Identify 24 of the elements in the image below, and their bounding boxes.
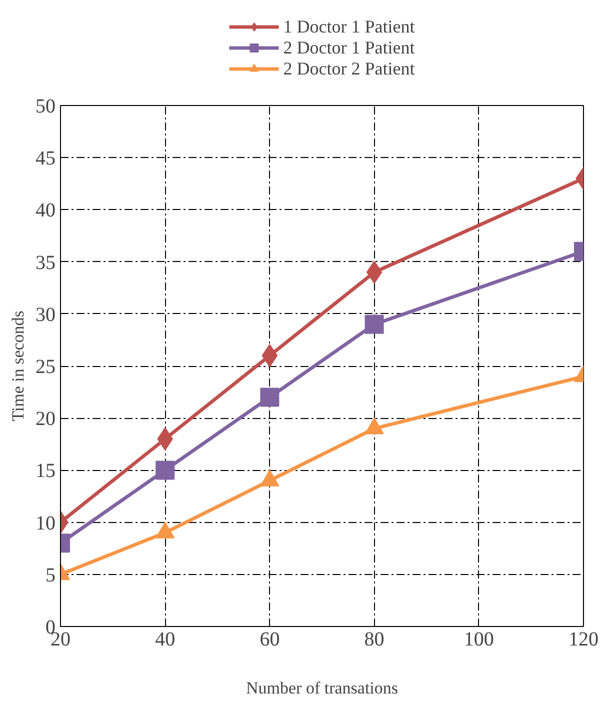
- x-tick-label: 60: [260, 628, 280, 650]
- y-tick-label: 35: [36, 252, 56, 274]
- x-tick-label: 40: [155, 628, 176, 650]
- legend-label: 2 Doctor 1 Patient: [283, 37, 415, 58]
- point: [262, 344, 278, 368]
- y-tick-label: 15: [36, 460, 56, 482]
- y-tick-label: 5: [46, 564, 56, 586]
- y-tick-label: 45: [36, 148, 56, 170]
- x-tick-label: 120: [568, 628, 598, 650]
- y-tick-label: 20: [36, 408, 56, 430]
- point: [366, 260, 382, 284]
- point: [364, 314, 384, 334]
- y-tick-label: 30: [36, 304, 56, 326]
- y-tick-label: 50: [36, 96, 56, 118]
- y-tick-label: 10: [36, 512, 56, 534]
- y-tick-label: 40: [36, 200, 56, 222]
- legend-label: 1 Doctor 1 Patient: [283, 16, 415, 37]
- y-tick-label: 25: [36, 356, 56, 378]
- y-axis-title: Time in seconds: [8, 310, 28, 422]
- x-tick-label: 100: [464, 628, 494, 650]
- point: [260, 388, 280, 407]
- legend-label: 2 Doctor 2 Patient: [283, 58, 415, 79]
- x-tick-label: 80: [364, 628, 384, 650]
- x-axis-title: Number of transations: [246, 678, 398, 698]
